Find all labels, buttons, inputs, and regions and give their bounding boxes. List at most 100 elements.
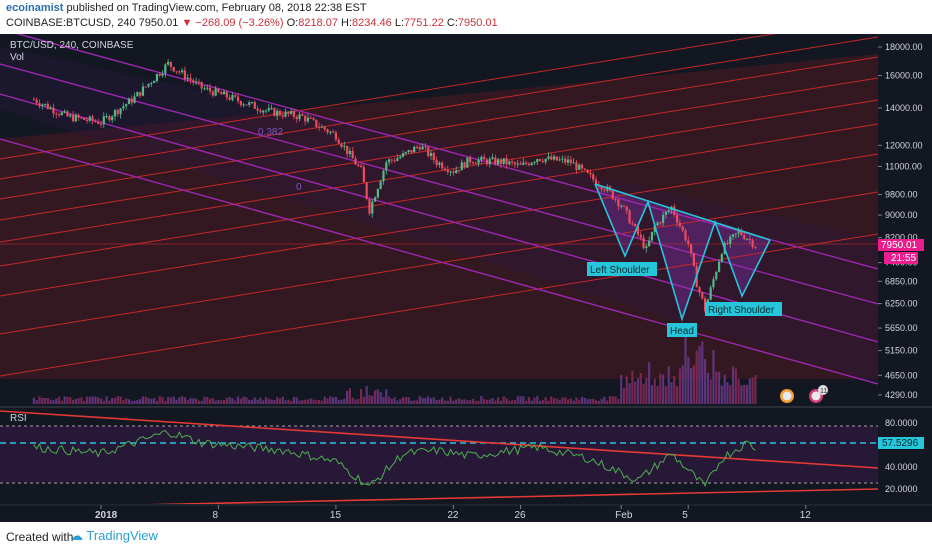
candle-body xyxy=(35,99,38,104)
candle-body xyxy=(662,214,665,223)
candle-body xyxy=(678,222,682,227)
volume-bar xyxy=(161,397,164,404)
footer: Created with ☁ TradingView xyxy=(0,522,932,550)
candle-body xyxy=(136,92,139,97)
rsi-tick-label: 20.0000 xyxy=(885,484,918,494)
volume-bar xyxy=(181,396,184,404)
volume-bar xyxy=(499,400,503,404)
volume-bar xyxy=(656,385,659,404)
candle-body xyxy=(113,110,117,117)
price-axis[interactable]: 18000.00 16000.00 14000.00 12000.00 11000.00… xyxy=(878,42,923,400)
time-tick-label: 5 xyxy=(682,510,688,521)
rsi-value-tag xyxy=(878,437,924,449)
candle-body xyxy=(189,77,192,81)
candle-body xyxy=(122,106,125,109)
candle-body xyxy=(488,158,491,165)
volume-bar xyxy=(530,400,533,404)
fib-line xyxy=(0,56,878,200)
price-tick-label: 12000.00 xyxy=(885,140,923,150)
volume-bar xyxy=(253,397,256,404)
tradingview-logo[interactable]: ☁ TradingView xyxy=(70,528,158,544)
volume-bar xyxy=(580,396,584,404)
candle-body xyxy=(172,66,175,72)
candle-body xyxy=(650,231,654,241)
volume-bar xyxy=(136,399,139,404)
volume-bar xyxy=(418,396,421,404)
price-tick-label: 8200.00 xyxy=(885,233,918,243)
candle-body xyxy=(337,139,340,144)
volume-bar xyxy=(538,400,542,404)
candle-body xyxy=(332,131,335,133)
candle-body xyxy=(544,158,547,162)
chart-canvas[interactable]: 0.382 0 Left Shoulder Head Right Shoulde… xyxy=(0,34,932,522)
time-tick-label: 15 xyxy=(330,510,342,521)
candle-body xyxy=(91,116,94,121)
volume-bar xyxy=(547,400,550,404)
volume-bar xyxy=(362,396,365,404)
volume-bar xyxy=(390,398,393,404)
candle-body xyxy=(555,156,558,161)
channel-upper-line xyxy=(15,34,878,270)
volume-bar xyxy=(267,399,270,404)
candle-body xyxy=(653,225,656,232)
volume-bar xyxy=(429,398,433,404)
volume-bar xyxy=(351,397,354,404)
volume-bar xyxy=(564,397,567,404)
volume-bar xyxy=(69,397,72,404)
time-tick-label: 8 xyxy=(212,510,218,521)
candle-body xyxy=(248,102,251,105)
volume-bar xyxy=(281,396,284,404)
volume-bar xyxy=(119,396,122,404)
volume-bar xyxy=(385,389,388,404)
volume-bar xyxy=(483,399,486,404)
volume-bar xyxy=(373,390,377,404)
volume-bar xyxy=(631,370,634,404)
candle-body xyxy=(740,230,743,236)
candle-body xyxy=(441,162,444,169)
volume-bar xyxy=(298,400,301,404)
candle-body xyxy=(578,164,581,170)
volume-bar xyxy=(533,397,536,404)
candle-body xyxy=(278,110,282,116)
candle-body xyxy=(748,238,751,241)
candle-body xyxy=(524,162,528,164)
author-name[interactable]: ecoinamist xyxy=(6,2,64,14)
candle-body xyxy=(71,114,75,122)
candle-body xyxy=(298,114,301,120)
volume-bar xyxy=(273,400,276,404)
volume-bar xyxy=(460,399,463,404)
volume-bar xyxy=(365,385,368,404)
candle-body xyxy=(203,88,206,90)
volume-bar xyxy=(97,397,100,404)
volume-bar xyxy=(200,400,203,404)
volume-bar xyxy=(471,398,475,404)
volume-bar xyxy=(203,396,206,404)
volume-bar xyxy=(83,400,86,404)
volume-bar xyxy=(401,397,405,404)
time-axis[interactable]: 2018 8 15 22 26 Feb 5 12 xyxy=(95,505,811,521)
right-shoulder-box xyxy=(705,302,782,316)
candle-body xyxy=(301,114,304,116)
volume-bar xyxy=(455,399,458,404)
candle-body xyxy=(432,153,435,160)
candle-body xyxy=(287,111,290,114)
volume-bar xyxy=(382,396,385,404)
volume-bar xyxy=(715,371,718,404)
candle-body xyxy=(639,234,642,238)
candle-body xyxy=(222,91,226,95)
candle-body xyxy=(729,236,732,245)
volume-bar xyxy=(262,400,265,404)
candle-body xyxy=(259,110,262,113)
fib-label-0382: 0.382 xyxy=(258,127,283,138)
volume-bar xyxy=(309,398,312,404)
chart-area[interactable]: 0.382 0 Left Shoulder Head Right Shoulde… xyxy=(0,34,932,522)
candle-body xyxy=(359,165,363,168)
volume-bar xyxy=(111,398,114,404)
volume-bar xyxy=(346,390,349,404)
fib-line xyxy=(0,233,878,377)
volume-bar xyxy=(603,396,606,404)
published-text: published on TradingView.com, February 0… xyxy=(66,2,367,14)
candle-body xyxy=(66,111,69,117)
fib-line xyxy=(0,153,878,297)
